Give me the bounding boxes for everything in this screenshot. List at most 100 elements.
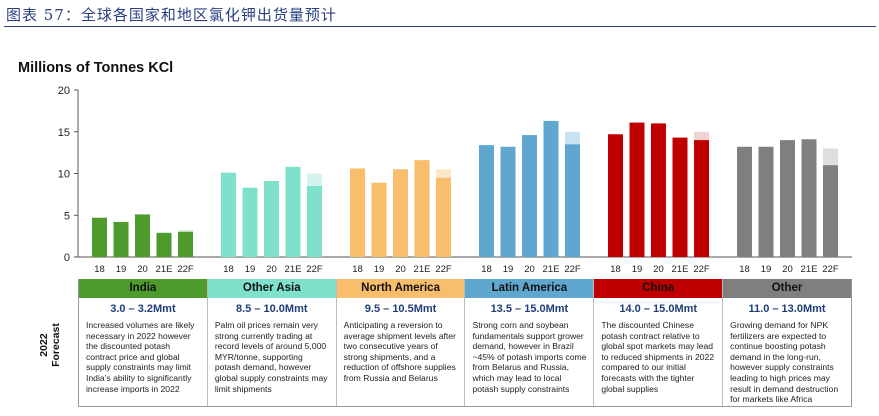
panel-range: 8.5 – 10.0Mmt [235,303,308,315]
bar [307,186,322,257]
panel-header: Other Asia [207,279,336,298]
panel-range: 3.0 – 3.2Mmt [110,303,176,315]
panel-text: Palm oil prices remain very strong curre… [214,320,328,394]
x-tick-label: 22F [822,264,839,275]
y-tick-label: 20 [58,85,70,97]
bar [780,140,795,257]
panel-header: China [594,279,723,298]
x-tick-label: 18 [352,264,363,275]
x-tick-label: 21E [672,264,689,275]
forecast-label-text: 2022 Forecast [38,323,62,367]
panel-header: Other [723,279,851,298]
x-tick-label: 20 [266,264,277,275]
x-tick-label: 19 [503,264,514,275]
panel-range: 11.0 – 13.0Mmt [748,303,826,315]
bar [371,182,387,257]
bar-forecast-range [178,230,193,232]
bar [92,217,107,257]
x-tick-label: 18 [739,264,750,275]
x-tick-label: 18 [94,264,105,275]
panel-text: The discounted Chinese potash contract r… [601,320,715,394]
bar [264,181,279,257]
bar [758,146,774,257]
x-tick-label: 19 [116,264,127,275]
x-tick-label: 19 [374,264,385,275]
bar [522,135,537,257]
bar [565,144,580,257]
bar [285,166,301,257]
x-tick-label: 20 [524,264,535,275]
x-tick-label: 18 [223,264,234,275]
bar [414,160,430,257]
bar-forecast-range [307,173,322,187]
x-tick-label: 22F [177,264,194,275]
y-tick-label: 15 [58,127,70,139]
bar [500,146,516,257]
panel-text: Strong corn and soybean fundamentals sup… [472,320,587,394]
bar [629,122,645,257]
x-tick-label: 21E [414,264,431,275]
bar-forecast-range [823,148,838,166]
x-tick-label: 22F [306,264,323,275]
bar [823,165,838,257]
panel-range: 9.5 – 10.5Mmt [364,303,437,315]
chart-title: Millions of Tonnes KCl [18,60,174,76]
x-tick-label: 21E [285,264,302,275]
x-tick-label: 20 [782,264,793,275]
panel-range: 14.0 – 15.0Mmt [619,303,698,315]
y-tick-label: 0 [64,252,70,264]
bar [694,140,709,257]
bar [737,146,752,257]
forecast-panels: India 3.0 – 3.2Mmt Increased volumes are l… [78,279,852,407]
x-tick-label: 18 [481,264,492,275]
panel-latin-america: Latin America 13.5 – 15.0Mmt Strong corn a… [465,279,595,406]
panel-china: China 14.0 – 15.0Mmt The discounted Chines… [594,279,724,406]
panel-header: India [79,279,207,298]
panel-other-asia: Other Asia 8.5 – 10.0Mmt Palm oil prices r… [207,279,337,406]
bar [651,123,666,258]
bar [608,134,623,257]
figure-title: 图表 57：全球各国家和地区氯化钾出货量预计 [4,3,876,27]
bar [156,232,172,257]
bar [801,139,817,257]
x-tick-label: 18 [610,264,621,275]
bar [242,187,258,257]
x-tick-label: 20 [653,264,664,275]
bar [350,168,365,257]
panel-header: North America [336,279,465,298]
x-tick-label: 19 [245,264,256,275]
x-tick-label: 21E [543,264,560,275]
panel-header: Latin America [465,279,594,298]
bar-forecast-range [436,169,451,178]
bar [543,120,559,257]
bar [135,214,150,257]
bar [479,145,494,257]
bar [113,221,129,257]
x-tick-label: 19 [632,264,643,275]
panel-text: Growing demand for NPK fertilizers are e… [730,320,839,405]
x-tick-label: 19 [761,264,772,275]
bar-chart: 0 5 10 15 20 18 19 20 21E 22F 18 19 20 21E 22F 18 19 20 21… [58,85,852,275]
panel-text: Anticipating a reversion to average ship… [343,320,456,383]
panel-range: 13.5 – 15.0Mmt [490,303,569,315]
x-tick-label: 21E [801,264,818,275]
bar-forecast-range [694,131,709,141]
bar [672,137,688,257]
bar-forecast-range [565,131,580,145]
bar [436,177,451,257]
x-tick-label: 22F [435,264,452,275]
bar [221,172,236,257]
forecast-label: 2022 Forecast [26,300,74,390]
x-tick-label: 22F [693,264,710,275]
panel-north-america: North America 9.5 – 10.5Mmt Anticipating a… [336,279,466,406]
panel-india: India 3.0 – 3.2Mmt Increased volumes are l… [79,279,208,406]
x-tick-label: 20 [395,264,406,275]
bar [393,169,408,257]
x-tick-label: 22F [564,264,581,275]
bar [178,231,193,257]
y-tick-label: 5 [64,210,70,222]
panel-text: Increased volumes are likely necessary i… [86,320,195,394]
x-tick-label: 20 [137,264,148,275]
panel-other: Other 11.0 – 13.0Mmt Growing demand for NP… [723,279,851,406]
y-tick-label: 10 [58,169,70,181]
